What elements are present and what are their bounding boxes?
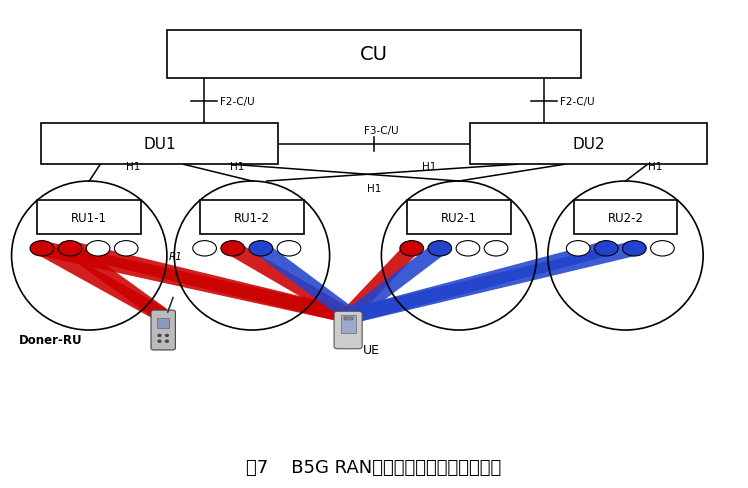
Circle shape (277, 241, 301, 257)
Text: DU1: DU1 (143, 137, 176, 152)
Circle shape (58, 241, 82, 257)
Circle shape (400, 241, 423, 257)
Bar (407, 201, 511, 234)
Bar (470, 124, 707, 165)
FancyBboxPatch shape (151, 310, 175, 350)
Bar (41, 124, 278, 165)
Circle shape (30, 241, 54, 257)
Bar (341, 316, 355, 334)
Circle shape (193, 241, 216, 257)
Text: RU2-1: RU2-1 (441, 211, 477, 224)
Circle shape (86, 241, 110, 257)
Bar (343, 317, 352, 320)
Text: H1: H1 (648, 162, 662, 172)
Circle shape (651, 241, 674, 257)
Circle shape (566, 241, 590, 257)
Text: R1: R1 (169, 251, 183, 261)
Circle shape (595, 241, 618, 257)
Circle shape (456, 241, 479, 257)
Text: UE: UE (363, 343, 380, 356)
Text: F3-C/U: F3-C/U (364, 126, 399, 136)
Bar (574, 201, 677, 234)
Circle shape (249, 241, 273, 257)
Circle shape (221, 241, 245, 257)
Text: RU1-2: RU1-2 (234, 211, 270, 224)
Text: F2-C/U: F2-C/U (560, 96, 595, 106)
Text: H1: H1 (230, 162, 245, 172)
Circle shape (114, 241, 138, 257)
Text: H1: H1 (126, 162, 141, 172)
Text: H1: H1 (367, 184, 381, 194)
Text: 图7    B5G RAN无线接入网新架构部署示例: 图7 B5G RAN无线接入网新架构部署示例 (246, 458, 502, 476)
Bar (157, 319, 170, 328)
FancyBboxPatch shape (334, 312, 362, 349)
Text: H1: H1 (423, 162, 437, 172)
Text: RU1-1: RU1-1 (71, 211, 107, 224)
Text: DU2: DU2 (572, 137, 605, 152)
Circle shape (428, 241, 452, 257)
Text: CU: CU (360, 45, 388, 64)
Circle shape (165, 335, 168, 337)
Circle shape (484, 241, 508, 257)
Bar (167, 31, 581, 79)
Text: F2-C/U: F2-C/U (220, 96, 255, 106)
Circle shape (158, 335, 161, 337)
Circle shape (622, 241, 646, 257)
Bar (200, 201, 304, 234)
Bar (37, 201, 141, 234)
Circle shape (165, 341, 168, 343)
Circle shape (158, 341, 161, 343)
Text: Doner-RU: Doner-RU (19, 333, 82, 346)
Text: RU2-2: RU2-2 (607, 211, 643, 224)
